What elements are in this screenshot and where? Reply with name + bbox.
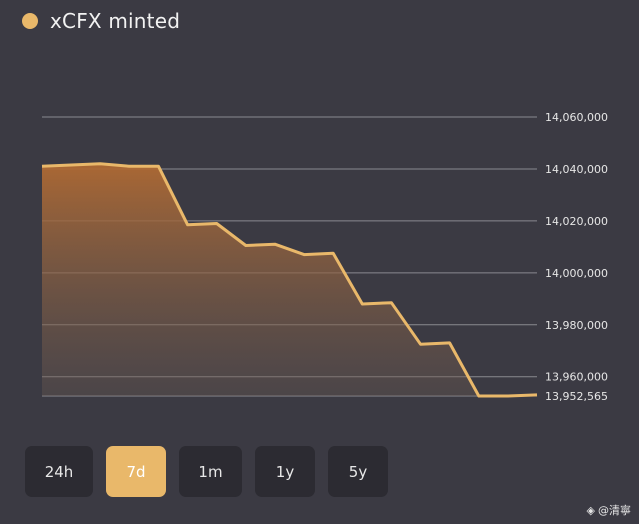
y-axis-labels: 14,060,000 14,040,000 14,020,000 14,000,000…	[545, 111, 608, 403]
area-chart: 14,060,000 14,040,000 14,020,000 14,000,000…	[41, 111, 608, 403]
y-tick-label: 14,040,000	[545, 163, 608, 176]
legend[interactable]: xCFX minted	[22, 8, 180, 34]
legend-color-dot	[22, 13, 38, 29]
watermark-text: @清寧	[598, 504, 631, 517]
range-button-1m[interactable]: 1m	[179, 446, 242, 497]
y-tick-label: 14,000,000	[545, 267, 608, 280]
y-tick-label: 13,952,565	[545, 390, 608, 403]
watermark: ◈ @清寧	[587, 502, 631, 518]
range-button-7d[interactable]: 7d	[106, 446, 166, 497]
y-tick-label: 13,960,000	[545, 371, 608, 384]
range-button-5y[interactable]: 5y	[328, 446, 388, 497]
legend-label: xCFX minted	[50, 9, 181, 33]
y-tick-label: 14,020,000	[545, 215, 608, 228]
diamond-logo-icon: ◈	[586, 503, 595, 517]
time-range-selector: 24h 7d 1m 1y 5y	[25, 446, 388, 497]
series-line	[41, 162, 538, 398]
range-button-1y[interactable]: 1y	[255, 446, 315, 497]
y-tick-label: 14,060,000	[545, 111, 608, 124]
series-area	[42, 163, 537, 396]
y-tick-label: 13,980,000	[545, 319, 608, 332]
range-button-24h[interactable]: 24h	[25, 446, 93, 497]
